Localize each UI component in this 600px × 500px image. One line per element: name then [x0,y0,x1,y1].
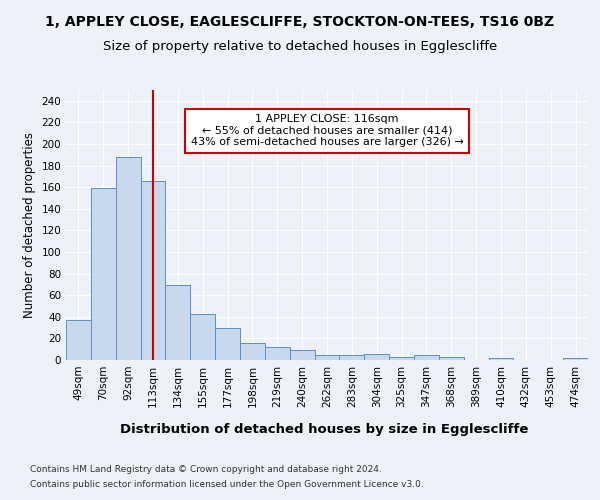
Bar [91,188,116,360]
Bar [190,314,215,360]
Y-axis label: Number of detached properties: Number of detached properties [23,132,36,318]
Bar [439,357,464,360]
Bar [166,286,190,360]
Bar [140,180,166,360]
Bar [265,347,290,360]
Text: Distribution of detached houses by size in Egglescliffe: Distribution of detached houses by size … [120,422,528,436]
Text: Contains HM Land Registry data © Crown copyright and database right 2024.: Contains HM Land Registry data © Crown c… [30,465,382,474]
Bar [240,342,265,360]
Bar [290,350,314,360]
Bar [314,354,340,360]
Text: Size of property relative to detached houses in Egglescliffe: Size of property relative to detached ho… [103,40,497,53]
Bar [364,354,389,360]
Bar [215,328,240,360]
Bar [66,320,91,360]
Text: Contains public sector information licensed under the Open Government Licence v3: Contains public sector information licen… [30,480,424,489]
Bar [488,358,514,360]
Bar [414,354,439,360]
Text: 1, APPLEY CLOSE, EAGLESCLIFFE, STOCKTON-ON-TEES, TS16 0BZ: 1, APPLEY CLOSE, EAGLESCLIFFE, STOCKTON-… [46,15,554,29]
Bar [563,358,588,360]
Bar [340,354,364,360]
Bar [389,357,414,360]
Text: 1 APPLEY CLOSE: 116sqm
← 55% of detached houses are smaller (414)
43% of semi-de: 1 APPLEY CLOSE: 116sqm ← 55% of detached… [191,114,463,148]
Bar [116,157,140,360]
